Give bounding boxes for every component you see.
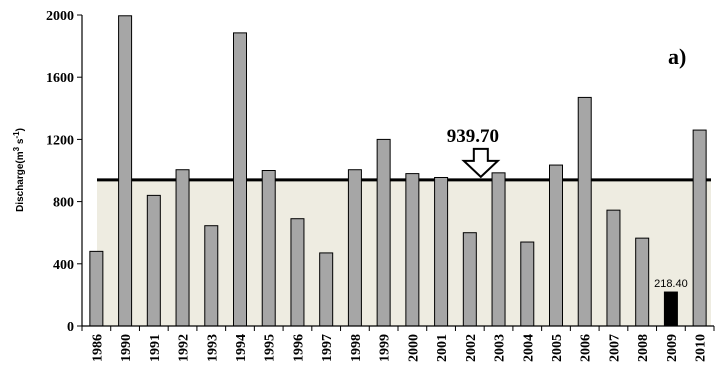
x-tick-label: 2004 bbox=[521, 334, 536, 362]
x-tick-label: 2009 bbox=[665, 334, 680, 362]
mean-arrow-icon bbox=[461, 147, 501, 179]
y-tick-label: 1600 bbox=[46, 71, 74, 86]
y-tick-label: 400 bbox=[53, 258, 74, 273]
x-tick-label: 2002 bbox=[464, 334, 479, 362]
x-tick-label: 2005 bbox=[550, 334, 565, 362]
x-tick-label: 1999 bbox=[378, 334, 393, 362]
bar bbox=[89, 250, 104, 327]
y-ticks-group: 0 400 800 1200 1600 2000 bbox=[46, 9, 82, 335]
x-tick-label: 1993 bbox=[205, 334, 220, 362]
panel-label: a) bbox=[668, 44, 686, 69]
mean-value-label: 939.70 bbox=[447, 126, 499, 147]
bar bbox=[376, 138, 391, 327]
x-tick-label: 2008 bbox=[636, 334, 651, 362]
y-tick-label: 0 bbox=[67, 320, 74, 335]
x-tick-label: 1992 bbox=[177, 334, 192, 362]
x-tick-label: 1995 bbox=[263, 334, 278, 362]
bar bbox=[146, 194, 161, 327]
bar bbox=[577, 96, 592, 327]
x-tick-label: 1996 bbox=[291, 334, 306, 362]
x-tick-label: 2007 bbox=[607, 334, 622, 362]
y-tick-label: 800 bbox=[53, 196, 74, 211]
x-tick-label: 1986 bbox=[90, 334, 105, 362]
bar bbox=[405, 173, 420, 327]
x-tick-label: 1994 bbox=[234, 334, 249, 362]
x-tick-label: 1991 bbox=[148, 334, 163, 362]
bar bbox=[290, 218, 305, 327]
x-tick-label: 2003 bbox=[493, 334, 508, 362]
x-tick-label: 1990 bbox=[119, 334, 134, 362]
x-tick-label: 2000 bbox=[406, 334, 421, 362]
bar bbox=[118, 15, 133, 327]
bar bbox=[204, 225, 219, 327]
x-tick-label: 1998 bbox=[349, 334, 364, 362]
bar bbox=[520, 241, 535, 327]
y-axis-label: Discharge(m3 s-1) bbox=[12, 128, 27, 212]
x-tick-label: 1997 bbox=[320, 334, 335, 362]
bar-highlight bbox=[663, 291, 678, 327]
x-tick-label: 2010 bbox=[694, 334, 709, 362]
bar bbox=[175, 169, 190, 327]
bar bbox=[491, 172, 506, 327]
bar bbox=[635, 237, 650, 327]
x-tick-label: 2006 bbox=[579, 334, 594, 362]
y-tick-label: 1200 bbox=[46, 133, 74, 148]
mean-marker: 939.70 bbox=[447, 126, 501, 179]
bar-data-label: 218.40 bbox=[654, 278, 688, 290]
y-tick-label: 2000 bbox=[46, 9, 74, 24]
bar bbox=[434, 176, 449, 327]
bar bbox=[233, 32, 247, 327]
bar bbox=[462, 232, 477, 327]
bar bbox=[319, 252, 334, 327]
bars-group: 218.40 bbox=[89, 15, 707, 327]
bar bbox=[549, 164, 563, 327]
bar bbox=[692, 129, 707, 327]
bar bbox=[347, 169, 362, 327]
bar bbox=[261, 170, 276, 327]
x-tick-label: 2001 bbox=[435, 334, 450, 362]
bar bbox=[606, 209, 621, 327]
x-ticks-group: 1986 1990 1991 1992 1993 1994 1995 1996 1997 1998… bbox=[81, 326, 715, 362]
